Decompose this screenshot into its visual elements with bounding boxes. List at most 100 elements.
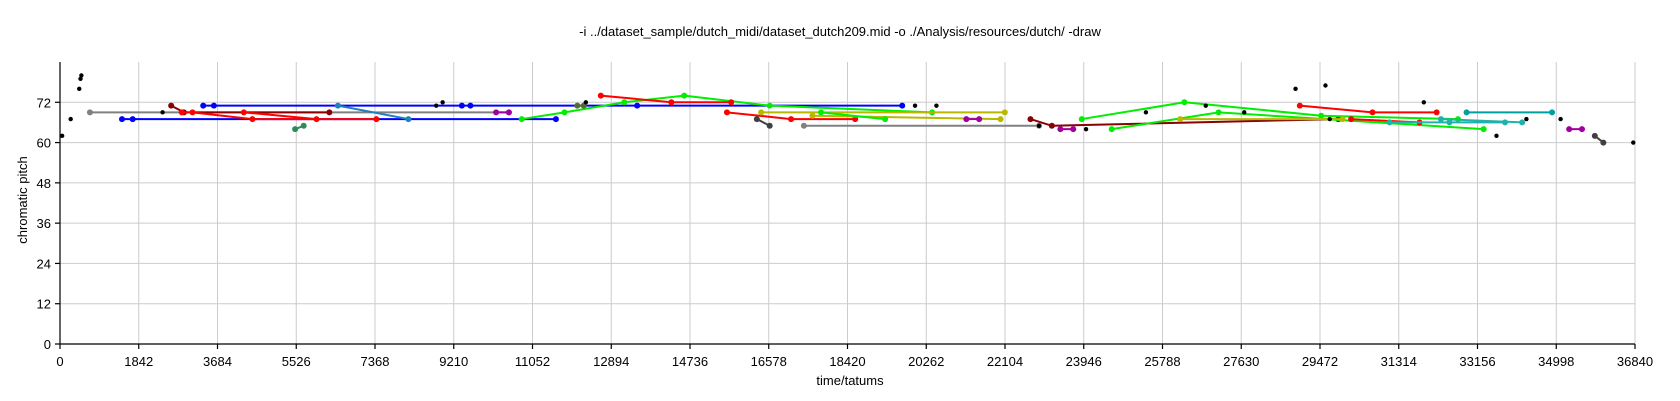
note-point — [458, 102, 465, 109]
x-tick-label: 20262 — [908, 354, 944, 369]
x-tick-label: 22104 — [987, 354, 1023, 369]
y-tick-label: 36 — [37, 216, 51, 231]
x-axis-label: time/tatums — [816, 373, 884, 388]
note-point — [1036, 123, 1042, 128]
note-point — [1318, 112, 1325, 119]
note-point — [753, 116, 760, 123]
note-point — [1296, 102, 1303, 109]
note-point — [668, 99, 675, 106]
x-tick-label: 14736 — [672, 354, 708, 369]
note-point — [78, 76, 83, 81]
note-point — [976, 116, 983, 123]
x-tick-label: 7368 — [361, 354, 390, 369]
note-point — [1048, 122, 1055, 129]
x-tick-label: 34998 — [1538, 354, 1574, 369]
series-group — [1057, 126, 1077, 133]
note-point — [997, 116, 1004, 123]
axes — [55, 62, 1636, 349]
x-tick-label: 9210 — [439, 354, 468, 369]
x-tick-label: 27630 — [1223, 354, 1259, 369]
note-point — [1549, 109, 1556, 116]
note-point — [574, 102, 581, 109]
note-point — [1215, 109, 1222, 116]
note-point — [1070, 126, 1077, 133]
note-point — [86, 109, 93, 116]
note-point — [809, 112, 816, 119]
note-point — [68, 116, 73, 122]
series-line — [820, 111, 886, 121]
note-point — [766, 122, 773, 129]
x-tick-label: 29472 — [1302, 354, 1338, 369]
note-point — [552, 116, 559, 123]
x-tick-label: 11052 — [515, 354, 550, 369]
note-point — [300, 122, 307, 129]
series-group — [723, 109, 859, 123]
x-tick-label: 5526 — [282, 354, 311, 369]
note-point — [1108, 126, 1115, 133]
note-point — [326, 109, 333, 116]
note-point — [1339, 116, 1346, 123]
note-point — [79, 73, 84, 78]
y-tick-label: 12 — [37, 297, 51, 312]
note-point — [1524, 116, 1529, 122]
series-group — [800, 122, 1043, 129]
series-line — [521, 94, 933, 121]
note-point — [621, 99, 628, 106]
note-point — [249, 116, 256, 123]
note-point — [1203, 103, 1208, 108]
note-point — [1433, 109, 1440, 116]
series-group — [1566, 126, 1585, 133]
note-point — [1446, 119, 1453, 126]
x-tick-label: 31314 — [1381, 354, 1417, 369]
note-point — [723, 109, 730, 116]
note-point — [1323, 83, 1328, 88]
note-point — [1437, 116, 1444, 123]
note-point — [963, 116, 970, 123]
note-point — [852, 116, 859, 123]
note-point — [1027, 116, 1034, 123]
series-group — [1591, 132, 1607, 146]
note-point — [1421, 100, 1427, 105]
note-point — [1494, 133, 1499, 139]
note-point — [313, 116, 320, 123]
note-point — [1600, 139, 1607, 146]
note-point — [240, 109, 247, 116]
note-point — [129, 116, 136, 123]
note-point — [505, 109, 512, 116]
y-tick-label: 24 — [37, 256, 51, 271]
x-tick-label: 18420 — [829, 354, 865, 369]
note-point — [1463, 109, 1470, 116]
series-line — [1440, 118, 1523, 124]
note-point — [788, 116, 795, 123]
note-point — [1566, 126, 1573, 133]
note-point — [1078, 116, 1085, 123]
note-point — [373, 116, 380, 123]
note-point — [681, 92, 688, 99]
note-point — [1369, 109, 1376, 116]
y-tick-label: 48 — [37, 176, 51, 191]
series-group — [1177, 116, 1346, 123]
note-point — [766, 102, 773, 109]
x-tick-labels: 0 1842 3684 5526 7368 9210 11052 12894 14736 1657… — [56, 354, 1653, 369]
note-point — [334, 102, 341, 109]
note-point — [440, 100, 445, 105]
series-group — [240, 109, 320, 123]
note-point — [597, 92, 604, 99]
note-point — [493, 109, 500, 116]
note-point — [168, 102, 175, 109]
x-tick-label: 3684 — [203, 354, 232, 369]
series-line — [243, 111, 317, 121]
note-point — [1083, 126, 1089, 132]
note-point — [518, 116, 525, 123]
note-point — [561, 109, 568, 116]
note-point — [934, 103, 939, 108]
x-tick-label: 25788 — [1144, 354, 1180, 369]
note-point — [882, 116, 889, 123]
note-point — [160, 110, 165, 115]
series-group — [1463, 109, 1556, 116]
note-point — [1480, 126, 1487, 133]
note-point — [800, 122, 807, 129]
series-group — [597, 92, 735, 106]
note-point — [1591, 132, 1598, 139]
x-tick-label: 0 — [56, 354, 63, 369]
